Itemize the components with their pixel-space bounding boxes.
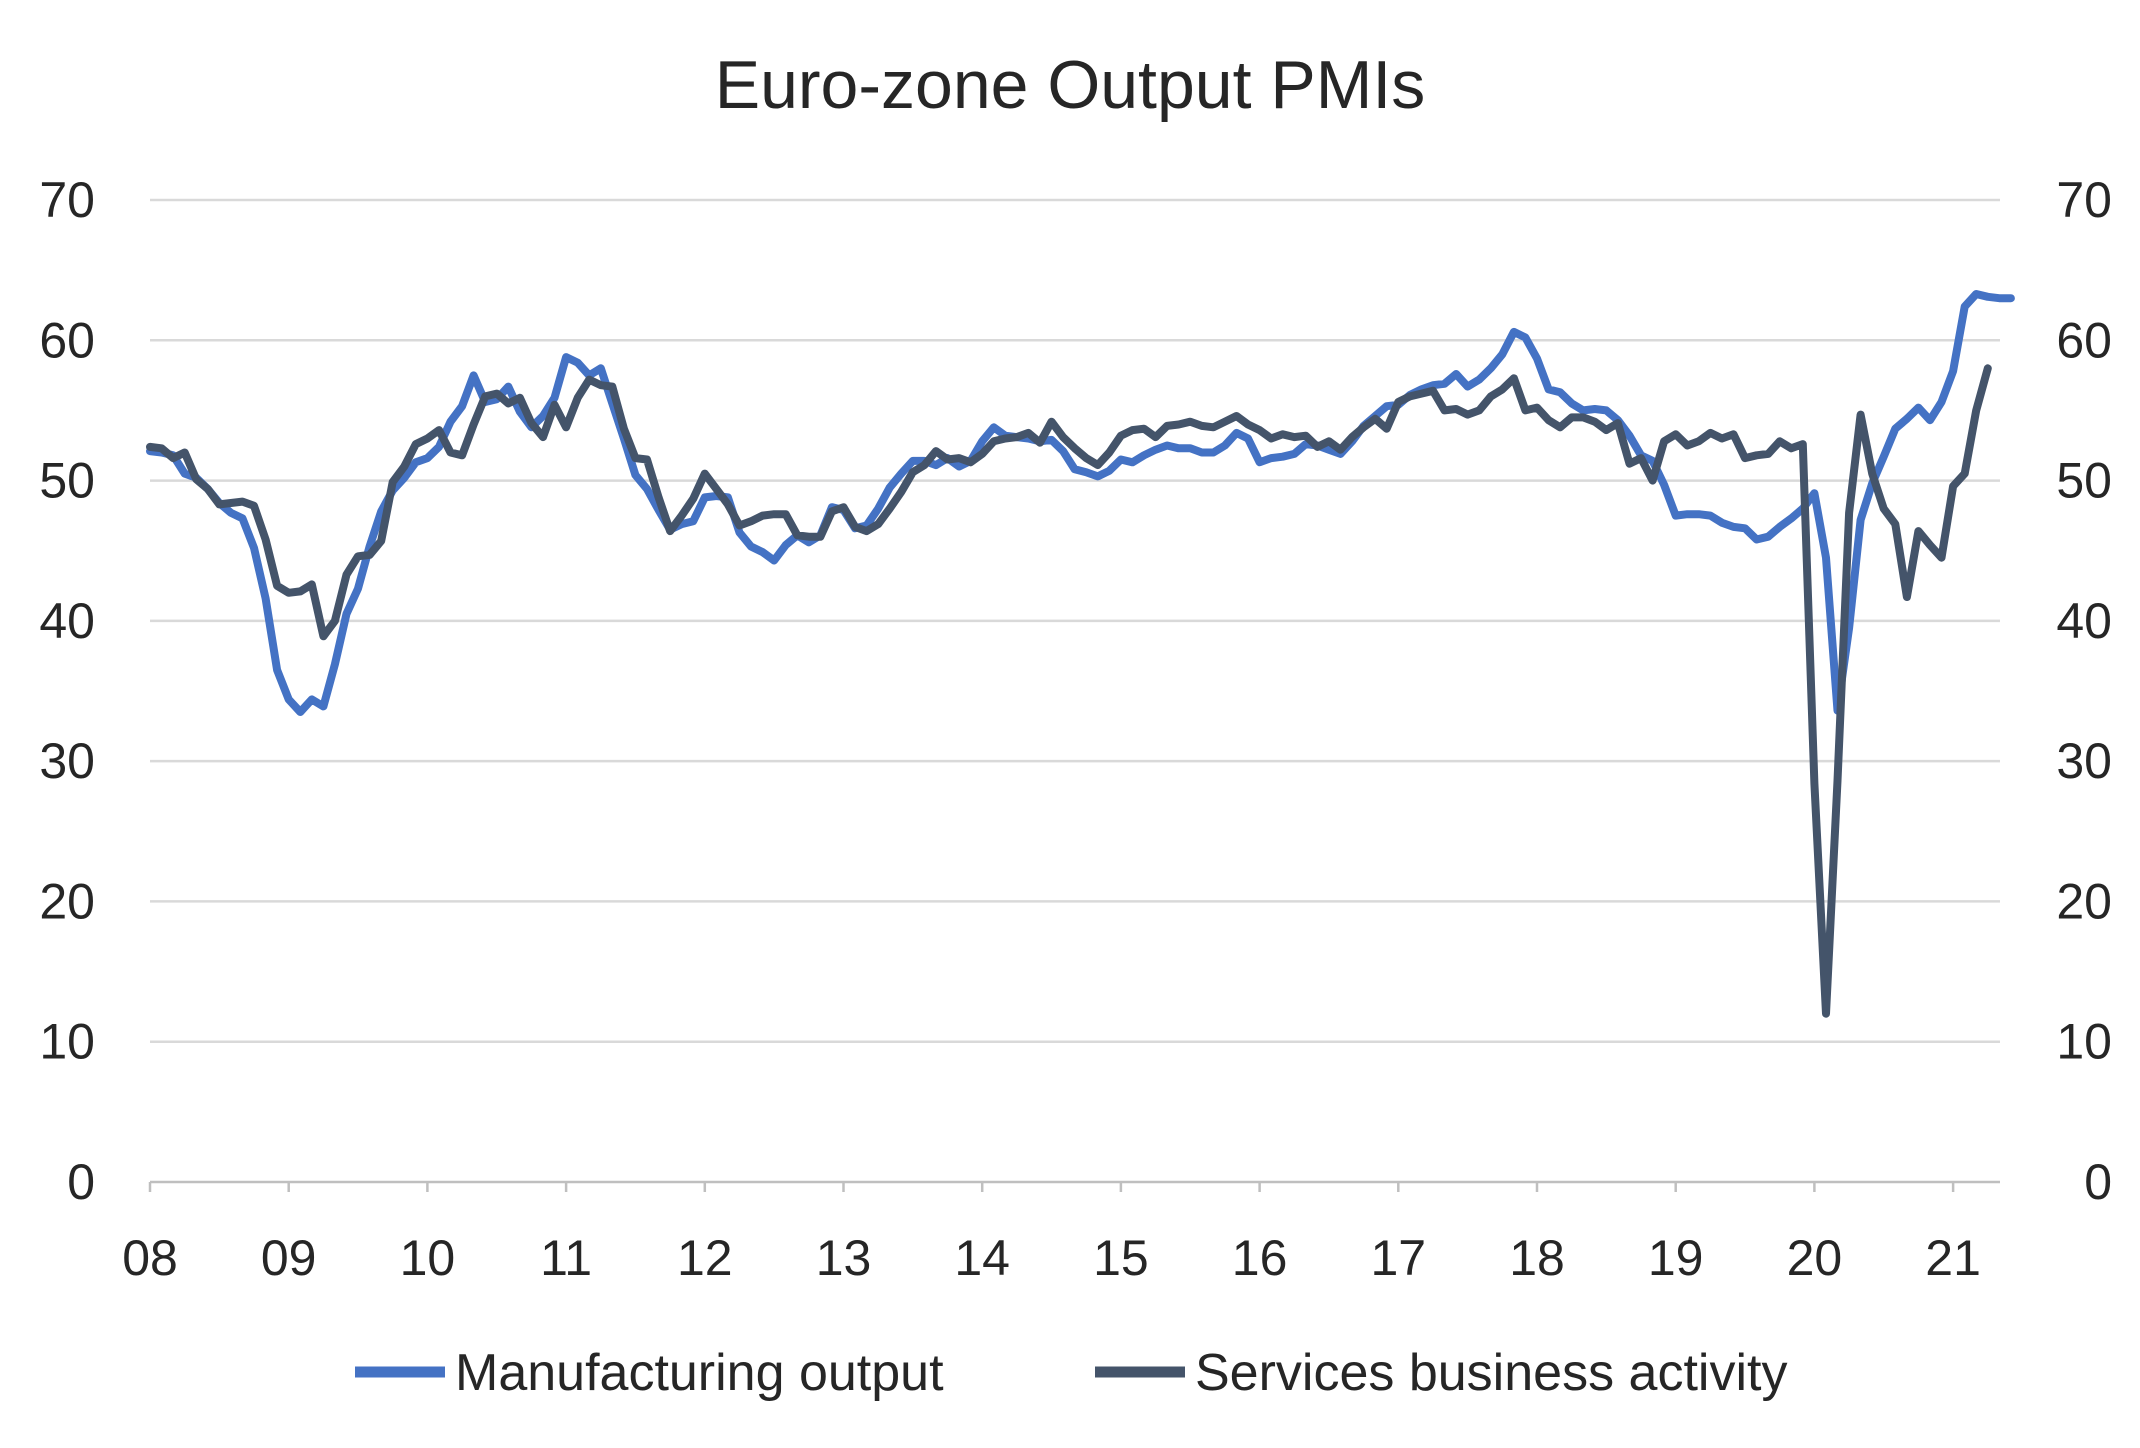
x-tick-label: 12: [677, 1230, 733, 1286]
left-y-tick-label: 0: [67, 1154, 95, 1210]
chart-title: Euro-zone Output PMIs: [715, 47, 1426, 123]
right-y-tick-label: 20: [2056, 873, 2112, 929]
left-y-tick-label: 50: [39, 453, 95, 509]
left-y-tick-label: 60: [39, 312, 95, 368]
left-y-tick-label: 30: [39, 733, 95, 789]
left-y-tick-label: 70: [39, 172, 95, 228]
x-tick-label: 11: [540, 1230, 592, 1286]
x-tick-label: 16: [1232, 1230, 1288, 1286]
x-tick-label: 19: [1648, 1230, 1704, 1286]
left-y-tick-label: 40: [39, 593, 95, 649]
x-tick-label: 17: [1370, 1230, 1426, 1286]
gridlines: [150, 198, 2000, 1043]
x-tick-label: 09: [261, 1230, 317, 1286]
x-tick-label: 18: [1509, 1230, 1565, 1286]
x-tick-label: 13: [816, 1230, 872, 1286]
series-line-services: [146, 364, 1992, 1018]
x-axis: 08 09 10 11 12 13 14 15 16 17 18 19 20 21: [122, 1180, 2000, 1286]
series-line-manufacturing: [146, 290, 2015, 716]
series-lines: [146, 290, 2015, 1018]
right-y-tick-label: 60: [2056, 312, 2112, 368]
left-y-axis: 0 10 20 30 40 50 60 70: [39, 172, 95, 1210]
right-y-tick-label: 50: [2056, 453, 2112, 509]
right-y-tick-label: 0: [2084, 1154, 2112, 1210]
right-y-tick-label: 70: [2056, 172, 2112, 228]
right-y-axis: 0 10 20 30 40 50 60 70: [2056, 172, 2112, 1210]
x-tick-label: 08: [122, 1230, 178, 1286]
right-y-tick-label: 40: [2056, 593, 2112, 649]
right-y-tick-label: 10: [2056, 1014, 2112, 1070]
left-y-tick-label: 20: [39, 873, 95, 929]
x-tick-label: 10: [400, 1230, 456, 1286]
x-tick-label: 20: [1787, 1230, 1843, 1286]
legend: Manufacturing output Services business a…: [355, 1344, 1787, 1402]
x-tick-label: 21: [1925, 1230, 1981, 1286]
legend-label-services: Services business activity: [1195, 1344, 1787, 1402]
x-tick-label: 15: [1093, 1230, 1149, 1286]
left-y-tick-label: 10: [39, 1014, 95, 1070]
x-tick-label: 14: [954, 1230, 1010, 1286]
right-y-tick-label: 30: [2056, 733, 2112, 789]
legend-label-manufacturing: Manufacturing output: [455, 1344, 944, 1402]
